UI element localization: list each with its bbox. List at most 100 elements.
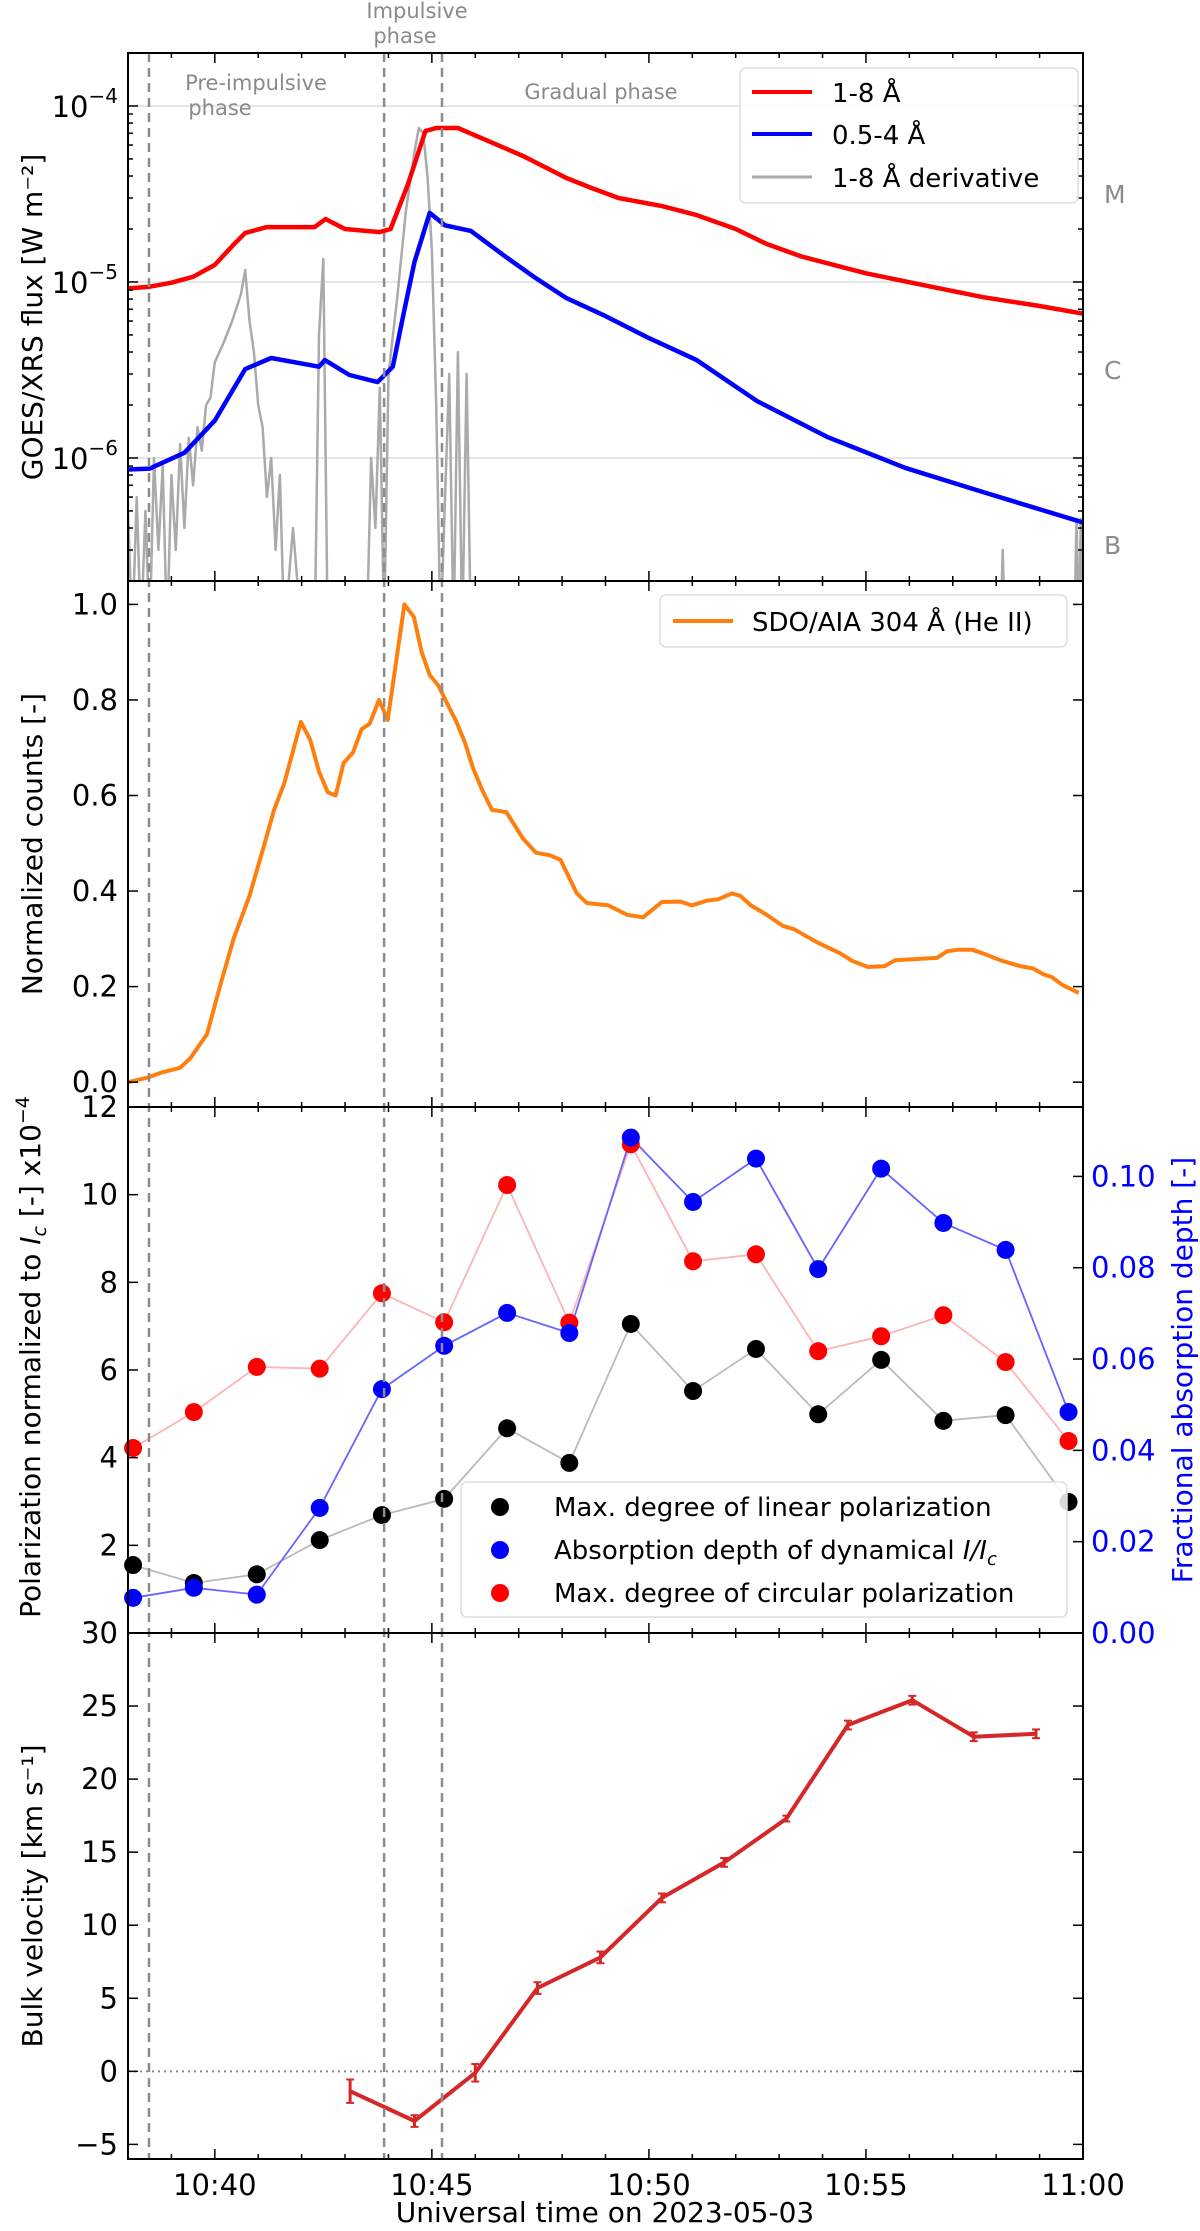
- absorption-depth-point: [746, 1149, 765, 1168]
- legend-marker-linear: [491, 1498, 509, 1516]
- absorption-depth-point: [872, 1159, 891, 1178]
- y-axis-label-velocity: Bulk velocity [km s⁻¹]: [16, 1744, 49, 2047]
- legend-marker-circular: [491, 1584, 509, 1602]
- legend-polarization: Max. degree of linear polarization Absor…: [460, 1481, 1068, 1618]
- x-tick-label: 10:40: [173, 2168, 257, 2202]
- linear-polarization-point: [934, 1411, 953, 1430]
- circular-polarization-point: [934, 1306, 953, 1325]
- x-tick-label: 10:50: [607, 2168, 691, 2202]
- y-label-text: Polarization normalized to: [14, 1245, 47, 1618]
- legend-box: [739, 67, 1079, 204]
- aia-series-group: [128, 602, 1080, 1085]
- y-tick-label: 0: [100, 2054, 118, 2088]
- absorption-depth-point: [124, 1588, 143, 1607]
- y-tick-label-exponent: −5: [89, 260, 118, 284]
- x-tick-label: 10:45: [390, 2168, 474, 2202]
- absorption-depth-point: [809, 1260, 828, 1279]
- y-tick-label: 20: [81, 1762, 118, 1796]
- linear-polarization-point: [124, 1556, 143, 1575]
- goes-series-group: [128, 125, 1083, 581]
- linear-polarization-point: [560, 1453, 579, 1472]
- legend-box: [659, 594, 1068, 648]
- bulk-velocity-line: [349, 1698, 1037, 2123]
- absorption-depth-point: [498, 1303, 517, 1322]
- legend-label-0.5-4: 0.5-4 Å: [832, 119, 926, 151]
- linear-polarization-point: [372, 1506, 391, 1525]
- y-tick-label: 0.4: [72, 874, 118, 908]
- linear-polarization-point: [247, 1565, 266, 1584]
- linear-polarization-point: [809, 1405, 828, 1424]
- circular-polarization-point: [1059, 1432, 1078, 1451]
- legend-label-circular: Max. degree of circular polarization: [554, 1579, 1014, 1609]
- y-tick-label-exponent: −4: [89, 84, 118, 108]
- y-tick-label: 30: [81, 1616, 118, 1650]
- y-label-sub: c: [29, 1226, 51, 1237]
- legend-label-derivative: 1-8 Å derivative: [832, 162, 1039, 194]
- y-tick-label-base: 10: [52, 442, 89, 476]
- pre-impulsive-phase-label-line1: Pre-impulsive: [185, 71, 327, 95]
- circular-polarization-point: [498, 1176, 517, 1195]
- legend-aia: SDO/AIA 304 Å (He II): [659, 594, 1068, 648]
- y-tick-label: 6: [100, 1353, 118, 1387]
- linear-polarization-point: [621, 1314, 640, 1333]
- y2-axis-label-absorption: Fractional absorption depth [-]: [1166, 1157, 1199, 1583]
- circular-polarization-point: [809, 1342, 828, 1361]
- absorption-depth-connector: [132, 1135, 1070, 1599]
- y-tick-label: 25: [81, 1689, 118, 1723]
- y2-tick-label: 0.02: [1091, 1525, 1156, 1559]
- absorption-depth-point: [310, 1498, 329, 1517]
- y2-tick-label: 0.10: [1091, 1159, 1156, 1193]
- circular-polarization-point: [872, 1327, 891, 1346]
- legend-label-absorption-sub: c: [987, 1549, 997, 1570]
- y-tick-label: 10−5: [52, 260, 118, 300]
- absorption-depth-point: [621, 1128, 640, 1147]
- circular-polarization-point: [310, 1359, 329, 1378]
- impulsive-phase-label-line1: Impulsive: [366, 0, 467, 23]
- y2-tick-label: 0.08: [1091, 1251, 1156, 1285]
- legend-goes: 1-8 Å 0.5-4 Å 1-8 Å derivative: [739, 67, 1079, 204]
- circular-polarization-point: [247, 1357, 266, 1376]
- absorption-depth-point: [435, 1336, 454, 1355]
- goes-0.5-4-line: [128, 210, 1083, 525]
- x-axis-label: Universal time on 2023-05-03: [396, 2196, 814, 2229]
- y-axis-label-polarization: Polarization normalized to Ic [-] x10−4: [12, 1096, 51, 1618]
- legend-label-linear: Max. degree of linear polarization: [554, 1493, 992, 1523]
- y-axis-label-counts: Normalized counts [-]: [16, 693, 49, 995]
- circular-polarization-point: [996, 1353, 1015, 1372]
- y-tick-label: 10: [81, 1178, 118, 1212]
- y-tick-label: −5: [75, 2127, 118, 2161]
- absorption-depth-point: [996, 1240, 1015, 1259]
- absorption-depth-point: [1059, 1403, 1078, 1422]
- y-tick-label: 10−4: [52, 84, 118, 124]
- impulsive-phase-label-line2: phase: [373, 24, 436, 48]
- linear-polarization-point: [435, 1489, 454, 1508]
- goes-1-8-line: [128, 125, 1083, 316]
- linear-polarization-point: [310, 1531, 329, 1550]
- absorption-depth-point: [560, 1324, 579, 1343]
- y-tick-label-base: 10: [52, 90, 89, 124]
- legend-label-aia: SDO/AIA 304 Å (He II): [752, 606, 1033, 638]
- circular-polarization-point: [184, 1403, 203, 1422]
- x-tick-label: 10:55: [824, 2168, 908, 2202]
- linear-polarization-point: [996, 1406, 1015, 1425]
- legend-box: [460, 1481, 1068, 1618]
- y-axis-label-goes: GOES/XRS flux [W m⁻²]: [16, 154, 49, 481]
- y-tick-label: 0.2: [72, 970, 118, 1004]
- x-tick-label: 11:00: [1041, 2168, 1125, 2202]
- y-tick-label: 0.6: [72, 779, 118, 813]
- absorption-depth-point: [934, 1213, 953, 1232]
- y-tick-label: 4: [100, 1441, 118, 1475]
- goes-derivative-line: [128, 126, 1083, 581]
- goes-class-b: B: [1104, 531, 1121, 560]
- y-tick-label: 1.0: [72, 587, 118, 621]
- legend-label-1-8: 1-8 Å: [832, 77, 901, 109]
- y-tick-label: 12: [81, 1090, 118, 1124]
- y-tick-label-exponent: −6: [89, 436, 118, 460]
- circular-polarization-point: [435, 1313, 454, 1332]
- goes-class-m: M: [1104, 180, 1126, 209]
- circular-polarization-point: [746, 1245, 765, 1264]
- y-tick-label: 0.8: [72, 683, 118, 717]
- linear-polarization-point: [746, 1339, 765, 1358]
